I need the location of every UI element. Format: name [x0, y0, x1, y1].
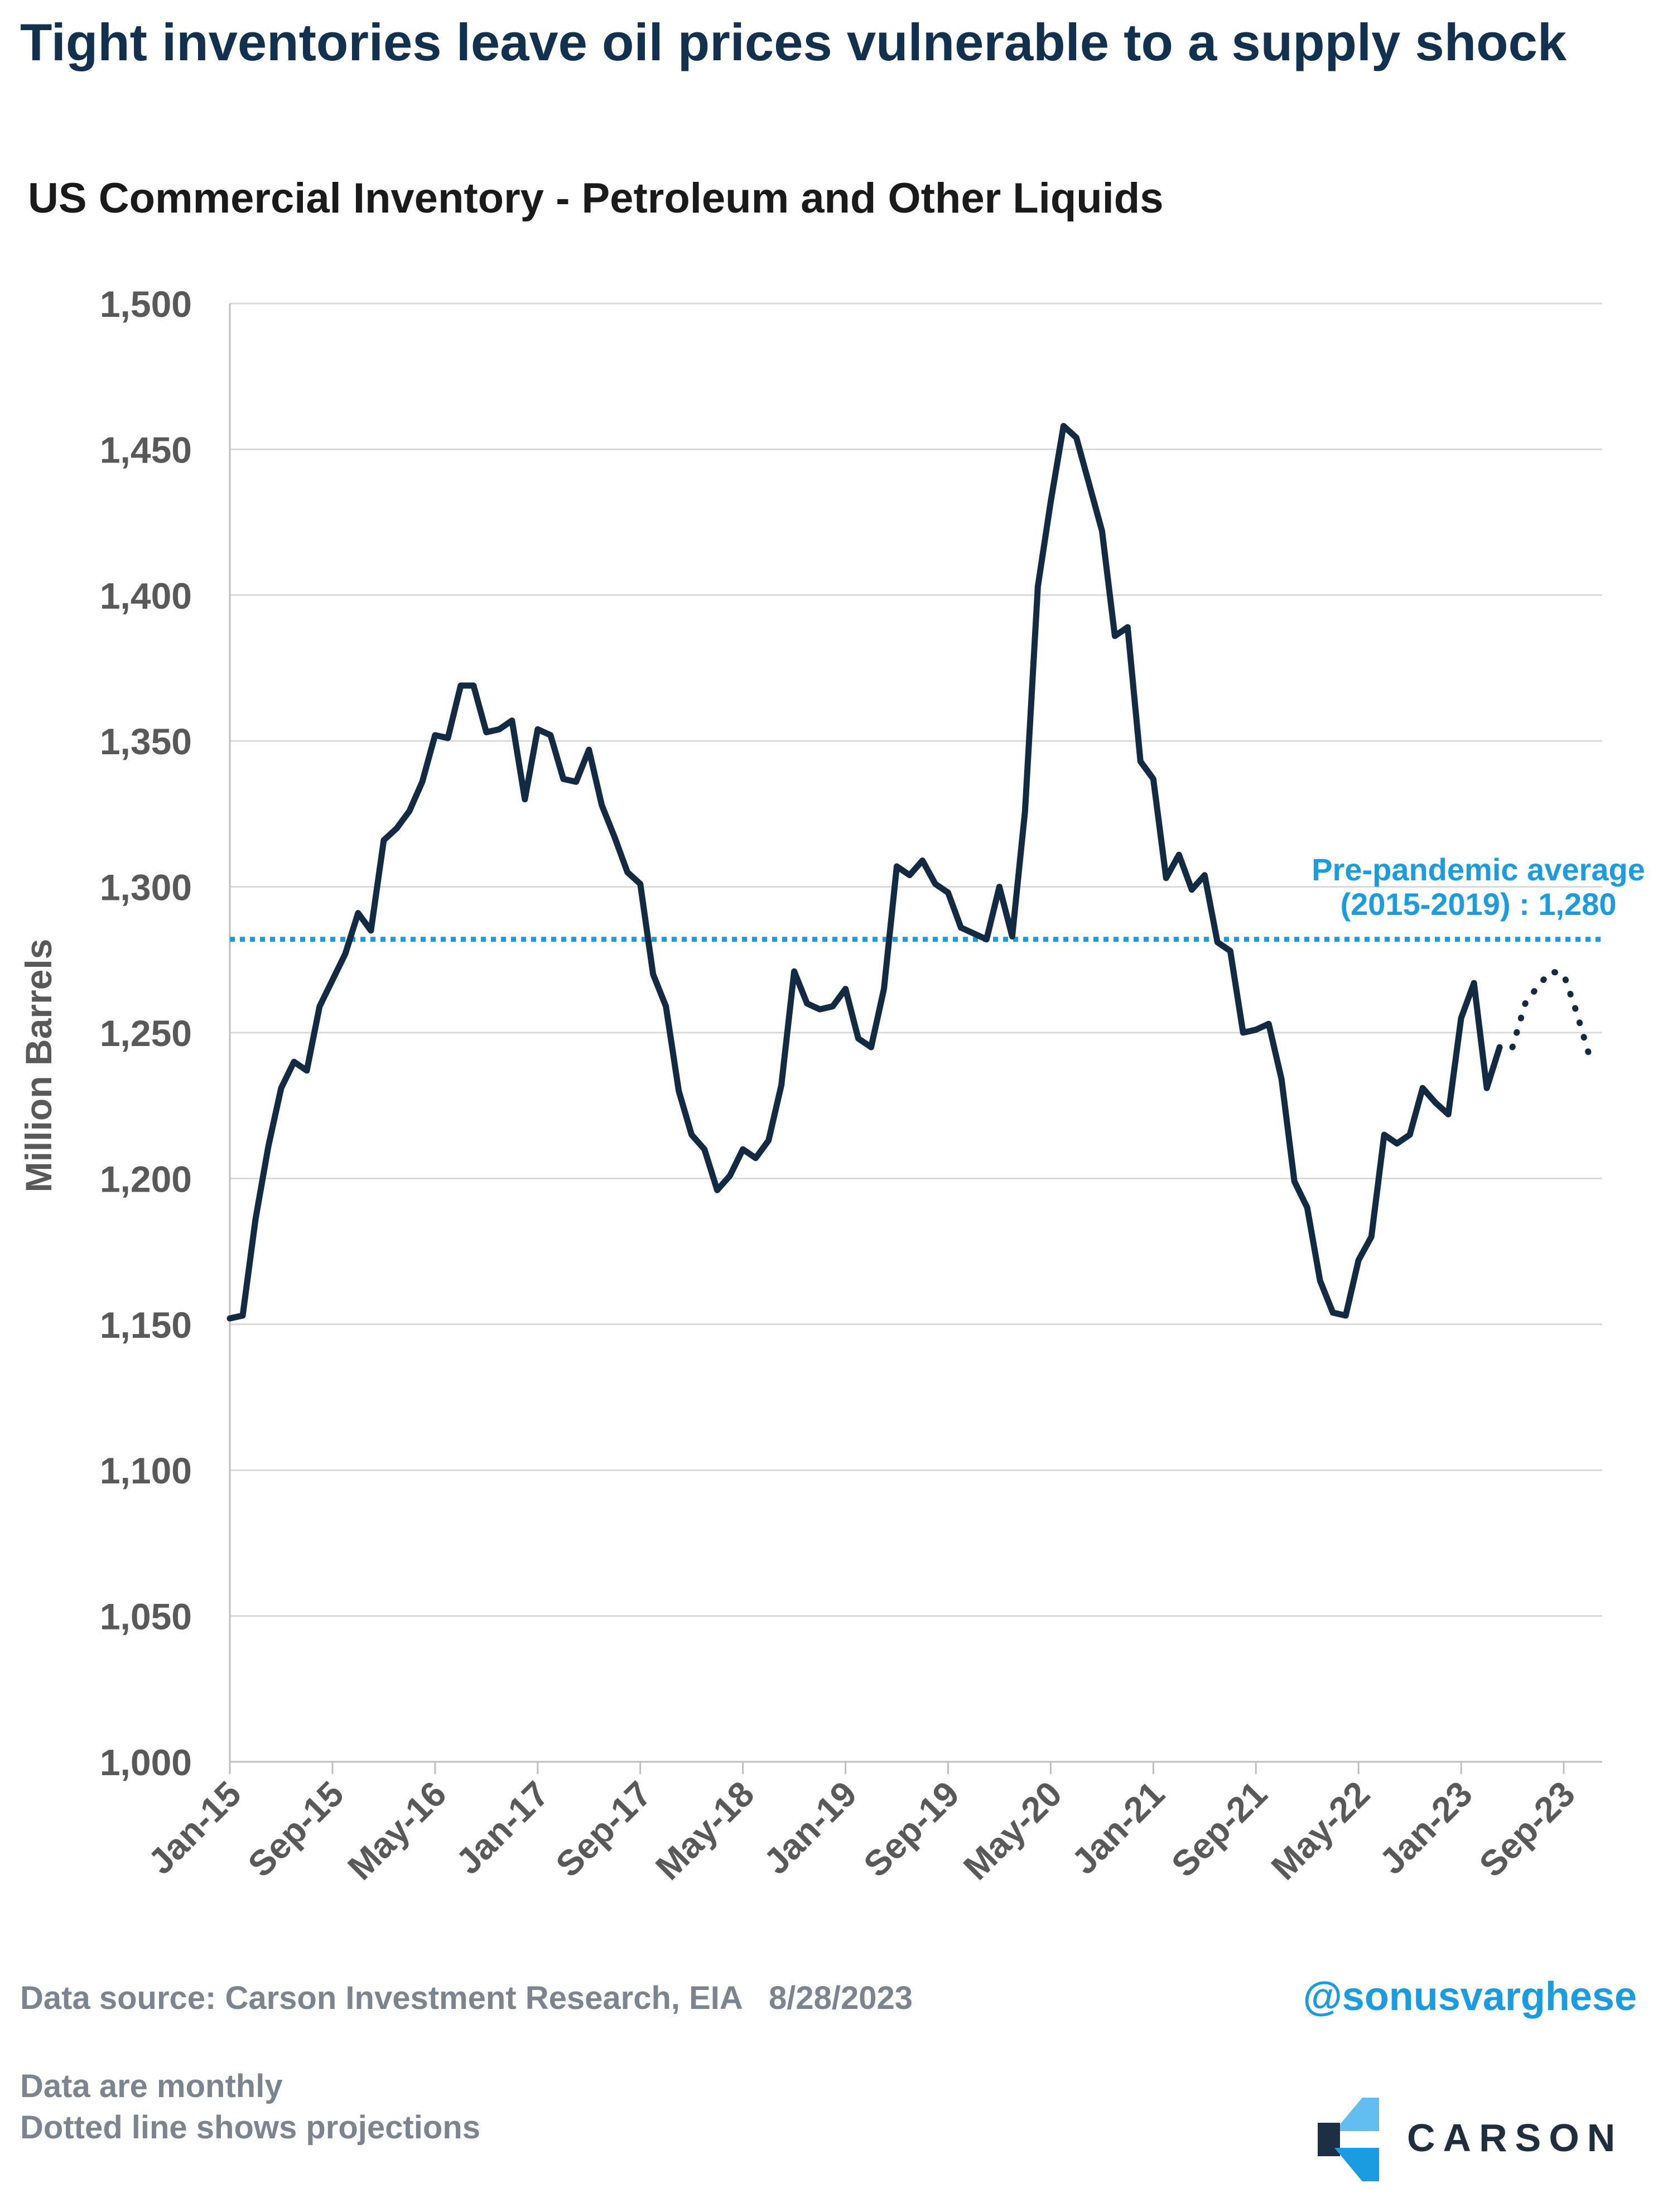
y-axis-tick-labels: 1,000 1,050 1,100 1,150 1,200 1,250 1,300 1,350… [100, 283, 192, 1783]
gridlines [230, 302, 1602, 1617]
x-axis-tick-labels: Jan-15Sep-15May-16Jan-17Sep-17May-18Jan-… [141, 1774, 1583, 1887]
y-tick-label: 1,200 [100, 1158, 192, 1199]
y-tick-label: 1,450 [100, 429, 192, 470]
inventory-line [226, 423, 1503, 1322]
x-axis [229, 303, 1602, 1774]
y-tick-label: 1,300 [100, 867, 192, 908]
y-axis-label: Million Barrels [18, 939, 59, 1193]
x-tick-label: May-16 [340, 1774, 454, 1887]
note-monthly: Data are monthly [20, 2068, 283, 2104]
carson-logo-icon [1318, 2098, 1379, 2181]
series-group [226, 423, 1593, 1322]
x-tick-label: Jan-23 [1372, 1774, 1480, 1882]
x-tick-label: May-20 [956, 1774, 1069, 1887]
y-tick-label: 1,250 [100, 1013, 192, 1054]
y-tick-label: 1,100 [100, 1450, 192, 1491]
y-tick-label: 1,150 [100, 1304, 192, 1346]
carson-logo: CARSON [1318, 2098, 1630, 2181]
x-tick-label: Sep-15 [240, 1774, 351, 1885]
y-tick-label: 1,050 [100, 1596, 192, 1637]
y-tick-label: 1,350 [100, 721, 192, 762]
reference-line-label: (2015-2019) : 1,280 [1340, 886, 1616, 922]
reference-line-label: Pre-pandemic average [1312, 852, 1645, 887]
chart-subtitle: US Commercial Inventory - Petroleum and … [28, 175, 1164, 222]
x-tick-label: Sep-19 [856, 1774, 967, 1885]
author-handle[interactable]: @sonusvarghese [1303, 1974, 1637, 2019]
x-tick-label: Sep-21 [1164, 1774, 1275, 1885]
y-tick-label: 1,400 [100, 575, 192, 616]
note-projections: Dotted line shows projections [20, 2109, 480, 2146]
x-tick-label: Jan-21 [1064, 1774, 1172, 1882]
x-tick-label: Jan-17 [448, 1774, 556, 1882]
carson-logo-text: CARSON [1407, 2116, 1623, 2160]
x-tick-label: May-18 [648, 1774, 761, 1887]
x-tick-label: Sep-17 [548, 1774, 659, 1885]
chart-title: Tight inventories leave oil prices vulne… [20, 13, 1567, 71]
x-tick-label: Sep-23 [1472, 1774, 1583, 1885]
projection-line [1509, 968, 1593, 1059]
x-tick-label: Jan-19 [756, 1774, 864, 1882]
x-tick-label: Jan-15 [141, 1774, 249, 1882]
y-tick-label: 1,000 [100, 1742, 192, 1783]
x-tick-label: May-22 [1264, 1774, 1377, 1887]
reference-line-group: Pre-pandemic average(2015-2019) : 1,280 [230, 852, 1645, 942]
data-source: Data source: Carson Investment Research,… [20, 1980, 913, 2016]
y-tick-label: 1,500 [100, 283, 192, 325]
